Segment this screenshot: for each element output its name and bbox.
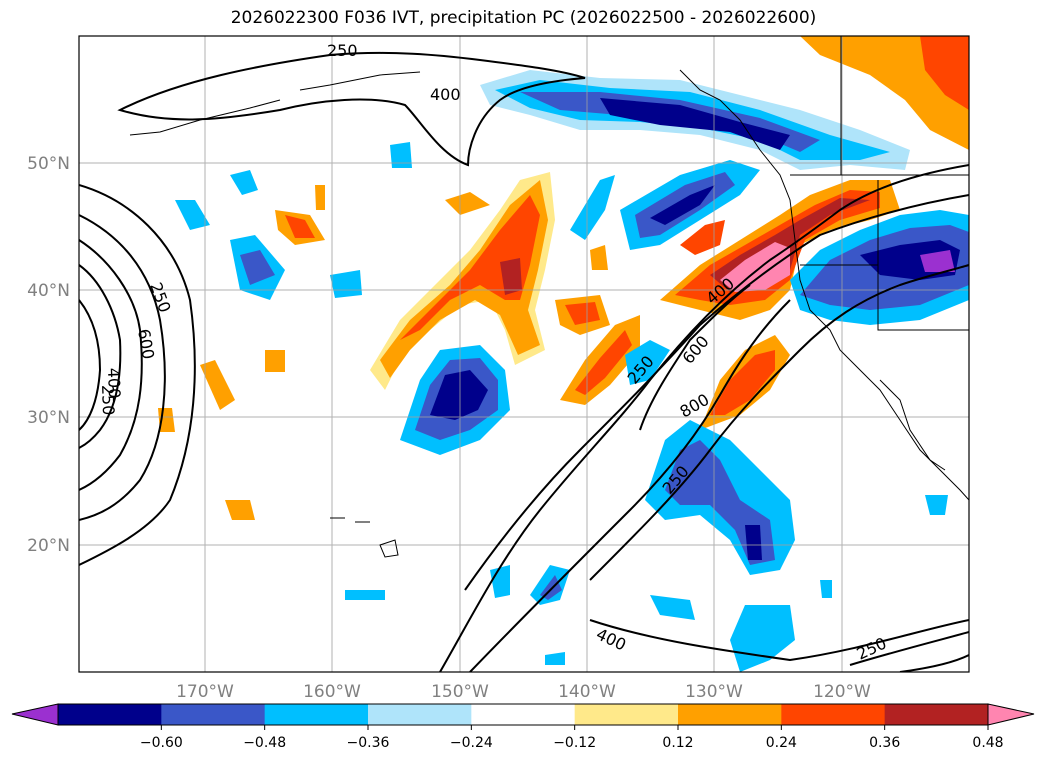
map-gridlines	[79, 36, 969, 672]
chart-title: 2026022300 F036 IVT, precipitation PC (2…	[230, 8, 817, 28]
lon-label: 130°W	[685, 682, 743, 702]
colorbar-tick-label: 0.24	[766, 735, 797, 751]
colorbar: −0.60 −0.48 −0.36 −0.24 −0.12 0.12 0.24 0.36 0.4…	[11, 703, 1035, 751]
colorbar-segment	[574, 704, 679, 725]
contour-label: 400	[430, 85, 461, 104]
colorbar-tick-label: 0.48	[972, 735, 1003, 751]
colorbar-segment	[884, 704, 989, 725]
colorbar-segment	[264, 704, 369, 725]
map-content: 250 400 600 250 400 250 250 400 600 800 …	[79, 36, 969, 672]
lon-label: 170°W	[176, 682, 234, 702]
map-frame	[78, 35, 970, 673]
colorbar-tick-label: 0.12	[662, 735, 693, 751]
colorbar-tick-label: −0.12	[553, 735, 596, 751]
lat-label: 40°N	[27, 281, 70, 301]
colorbar-tick-label: −0.36	[347, 735, 390, 751]
lon-label: 160°W	[303, 682, 361, 702]
colorbar-segment	[58, 704, 162, 725]
lat-label: 20°N	[27, 536, 70, 556]
colorbar-tick-label: 0.36	[869, 735, 900, 751]
colorbar-tick-label: −0.48	[243, 735, 286, 751]
colorbar-segment	[678, 704, 782, 725]
colorbar-segment	[161, 704, 266, 725]
colorbar-extend-left	[11, 703, 59, 726]
colorbar-extend-right	[987, 703, 1035, 726]
lat-label: 50°N	[27, 154, 70, 174]
ivt-contours	[79, 51, 969, 672]
precip-field	[158, 36, 969, 672]
contour-label: 400	[104, 367, 124, 398]
contour-label: 250	[327, 41, 358, 60]
lat-label: 30°N	[27, 408, 70, 428]
lat-axis-labels: 50°N 40°N 30°N 20°N	[27, 154, 70, 556]
lon-label: 150°W	[431, 682, 489, 702]
contour-label: 250	[98, 384, 118, 415]
colorbar-segment	[471, 704, 576, 725]
colorbar-tick-label: −0.24	[450, 735, 493, 751]
lon-axis-labels: 170°W 160°W 150°W 140°W 130°W 120°W	[176, 682, 871, 702]
lon-label: 120°W	[813, 682, 871, 702]
colorbar-tick-label: −0.60	[140, 735, 183, 751]
lon-label: 140°W	[558, 682, 616, 702]
colorbar-segment	[781, 704, 886, 725]
colorbar-segment	[368, 704, 472, 725]
colorbar-frame	[57, 703, 989, 726]
